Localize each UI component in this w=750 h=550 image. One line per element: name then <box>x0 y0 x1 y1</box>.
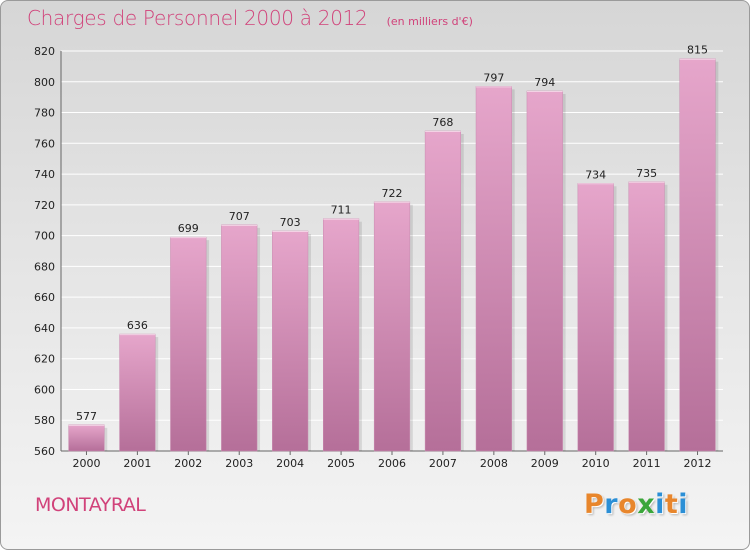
logo-letter: i <box>678 489 689 520</box>
bar <box>475 86 512 452</box>
chart-unit: (en milliers d'€) <box>386 15 473 28</box>
x-tick-label: 2005 <box>327 457 355 470</box>
bar <box>68 424 105 452</box>
data-label: 703 <box>280 216 301 229</box>
x-tick-label: 2000 <box>72 457 100 470</box>
x-tick-label: 2002 <box>174 457 202 470</box>
data-label: 707 <box>229 210 250 223</box>
bar <box>526 90 563 452</box>
y-tick-label: 720 <box>34 199 55 212</box>
bar <box>424 130 461 452</box>
bar <box>577 183 614 452</box>
data-label: 794 <box>534 76 555 89</box>
x-tick-label: 2001 <box>123 457 151 470</box>
y-tick-label: 760 <box>34 137 55 150</box>
bar <box>323 218 360 452</box>
y-tick-label: 620 <box>34 353 55 366</box>
data-label: 768 <box>432 116 453 129</box>
logo-letter: r <box>604 489 619 520</box>
y-tick-label: 640 <box>34 322 55 335</box>
y-tick-label: 800 <box>34 76 55 89</box>
y-tick-label: 820 <box>34 45 55 58</box>
data-label: 699 <box>178 222 199 235</box>
bar <box>679 58 716 452</box>
y-tick-label: 740 <box>34 168 55 181</box>
bar <box>373 201 411 452</box>
logo-letter: i <box>655 489 665 520</box>
x-tick-label: 2006 <box>378 457 406 470</box>
y-tick-label: 660 <box>34 291 55 304</box>
x-tick-label: 2008 <box>480 457 508 470</box>
y-tick-label: 700 <box>34 230 55 243</box>
data-label: 636 <box>127 319 148 332</box>
logo-letter: t <box>664 489 679 520</box>
y-tick-label: 600 <box>34 383 55 396</box>
labels: 560 580 600 620 640 660 680 700 720 740 760 780 800 8… <box>34 44 712 470</box>
data-label: 815 <box>687 44 708 57</box>
x-tick-label: 2007 <box>429 457 457 470</box>
logo-letter: x <box>637 489 656 520</box>
data-label: 722 <box>382 187 403 200</box>
commune-name: MONTAYRAL <box>35 494 146 516</box>
chart-header: Charges de Personnel 2000 à 2012 (en mil… <box>27 6 473 30</box>
x-tick-label: 2011 <box>633 457 661 470</box>
y-tick-label: 580 <box>34 414 55 427</box>
logo-letter: P <box>584 489 605 520</box>
y-tick-label: 680 <box>34 260 55 273</box>
data-label: 797 <box>483 71 504 84</box>
x-tick-label: 2010 <box>582 457 610 470</box>
data-label: 711 <box>331 204 352 217</box>
proxiti-logo: Proxiti <box>584 489 688 520</box>
data-label: 734 <box>585 168 606 181</box>
logo-letter: o <box>618 489 638 520</box>
data-label: 735 <box>636 167 657 180</box>
data-label: 577 <box>76 410 97 423</box>
bar <box>119 333 156 452</box>
chart-title: Charges de Personnel 2000 à 2012 <box>27 6 368 30</box>
bar <box>272 230 309 452</box>
bar <box>628 181 665 452</box>
y-tick-label: 560 <box>34 445 55 458</box>
bar <box>170 236 207 452</box>
x-tick-label: 2003 <box>225 457 253 470</box>
x-tick-label: 2012 <box>684 457 712 470</box>
y-tick-label: 780 <box>34 107 55 120</box>
x-tick-label: 2004 <box>276 457 304 470</box>
bar <box>221 224 258 452</box>
x-tick-label: 2009 <box>531 457 559 470</box>
bars <box>68 58 719 452</box>
